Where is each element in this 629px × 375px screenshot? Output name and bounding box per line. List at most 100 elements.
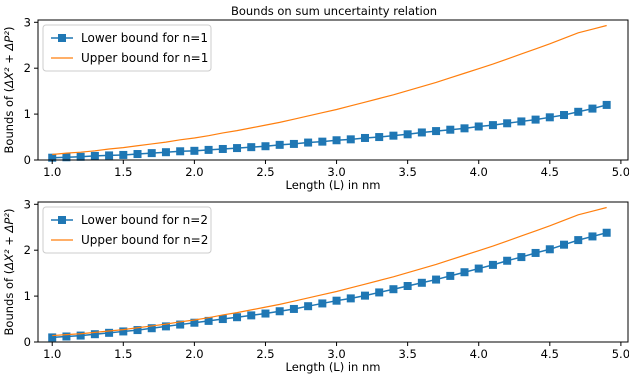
data-point-marker [346,135,355,144]
y-axis-label-prefix: Bounds of ( [2,88,16,154]
data-point-marker [48,153,57,162]
data-point-marker [545,113,554,122]
data-point-marker [403,130,412,139]
data-point-marker [275,140,284,149]
legend-entry-label: Lower bound for n=1 [81,31,208,45]
data-point-marker [147,149,156,158]
data-point-marker [531,115,540,124]
data-point-marker [119,150,128,159]
x-tick-label: 4.5 [541,165,559,179]
y-axis-label-math: ΔX² + ΔP² [2,31,16,89]
x-tick-label: 4.0 [470,165,488,179]
data-point-marker [289,139,298,148]
x-tick-label: 2.0 [185,347,203,361]
y-axis-label-suffix: ) [2,209,16,214]
data-point-marker [574,107,583,116]
top-chart-panel: 1.0 1.5 2.0 2.5 3.0 3.5 4.0 4.5 5.0 0 1 2 3 Length (L… [2,15,629,192]
data-point-marker [602,100,611,109]
data-point-marker [289,304,298,313]
legend-marker-swatch [58,34,66,42]
data-point-marker [389,285,398,294]
data-point-marker [304,138,313,147]
y-axis-label-suffix: ) [2,27,16,32]
data-point-marker [375,133,384,142]
y-tick-label: 2 [24,243,31,257]
x-tick-label: 4.5 [541,347,559,361]
data-point-marker [332,296,341,305]
data-point-marker [190,318,199,327]
data-point-marker [403,282,412,290]
data-point-marker [119,327,128,336]
data-point-marker [602,228,611,237]
plot-area-frame [37,201,629,343]
x-tick-label: 2.5 [256,165,274,179]
x-tick-label: 5.0 [612,165,629,179]
data-point-marker [446,125,455,134]
y-tick-label: 1 [24,107,31,121]
data-point-marker [218,315,227,324]
data-point-marker [360,291,369,300]
data-point-marker [204,316,213,325]
data-point-marker [90,330,99,339]
data-point-marker [588,104,597,113]
y-axis-label: Bounds of (ΔX² + ΔP²) [2,209,16,336]
x-tick-label: 3.5 [398,347,416,361]
x-axis-label: Length (L) in nm [286,178,381,192]
data-point-marker [233,313,242,322]
x-tick-label: 1.5 [114,347,132,361]
data-point-marker [247,143,256,152]
data-point-marker [133,150,142,159]
data-point-marker [62,153,71,162]
data-point-marker [560,111,569,120]
data-point-marker [233,144,242,153]
data-point-marker [161,322,170,331]
series-line-lower [52,104,607,159]
data-point-marker [474,122,483,131]
data-point-marker [446,271,455,280]
x-tick-label: 2.5 [256,347,274,361]
data-point-marker [90,151,99,160]
data-point-marker [261,142,270,151]
data-point-marker [76,152,85,161]
data-point-marker [360,133,369,142]
data-point-marker [48,333,57,342]
x-tick-label: 3.5 [398,165,416,179]
x-tick-label: 1.0 [43,347,61,361]
y-tick-label: 3 [24,197,31,211]
legend-marker-swatch [58,216,66,224]
y-tick-label: 0 [24,153,31,167]
data-point-marker [531,248,540,257]
legend-entry-label: Upper bound for n=1 [81,51,208,65]
y-tick-label: 2 [24,61,31,75]
data-point-marker [375,288,384,297]
data-point-marker [218,144,227,153]
data-point-marker [190,146,199,155]
x-tick-label: 5.0 [612,347,629,361]
data-point-marker [560,240,569,249]
x-tick-label: 3.0 [327,165,345,179]
data-point-marker [417,278,426,287]
data-point-marker [517,253,526,262]
data-point-marker [517,117,526,126]
x-axis-label: Length (L) in nm [286,360,381,374]
data-point-marker [432,275,441,284]
data-point-marker [318,137,327,146]
data-point-marker [318,299,327,308]
y-tick-label: 0 [24,335,31,349]
data-point-marker [105,151,114,160]
data-point-marker [389,131,398,140]
series-line-upper [52,206,607,337]
legend-box [42,206,212,254]
x-tick-label: 1.0 [43,165,61,179]
data-point-marker [346,294,355,303]
data-point-marker [574,236,583,245]
series-line-upper [52,24,607,156]
data-point-marker [105,328,114,337]
data-point-marker [460,124,469,133]
data-point-marker [161,148,170,157]
y-axis-label: Bounds of (ΔX² + ΔP²) [2,27,16,154]
data-point-marker [488,260,497,269]
legend-entry-label: Lower bound for n=2 [81,213,208,227]
data-point-marker [176,320,185,329]
data-point-marker [545,245,554,254]
